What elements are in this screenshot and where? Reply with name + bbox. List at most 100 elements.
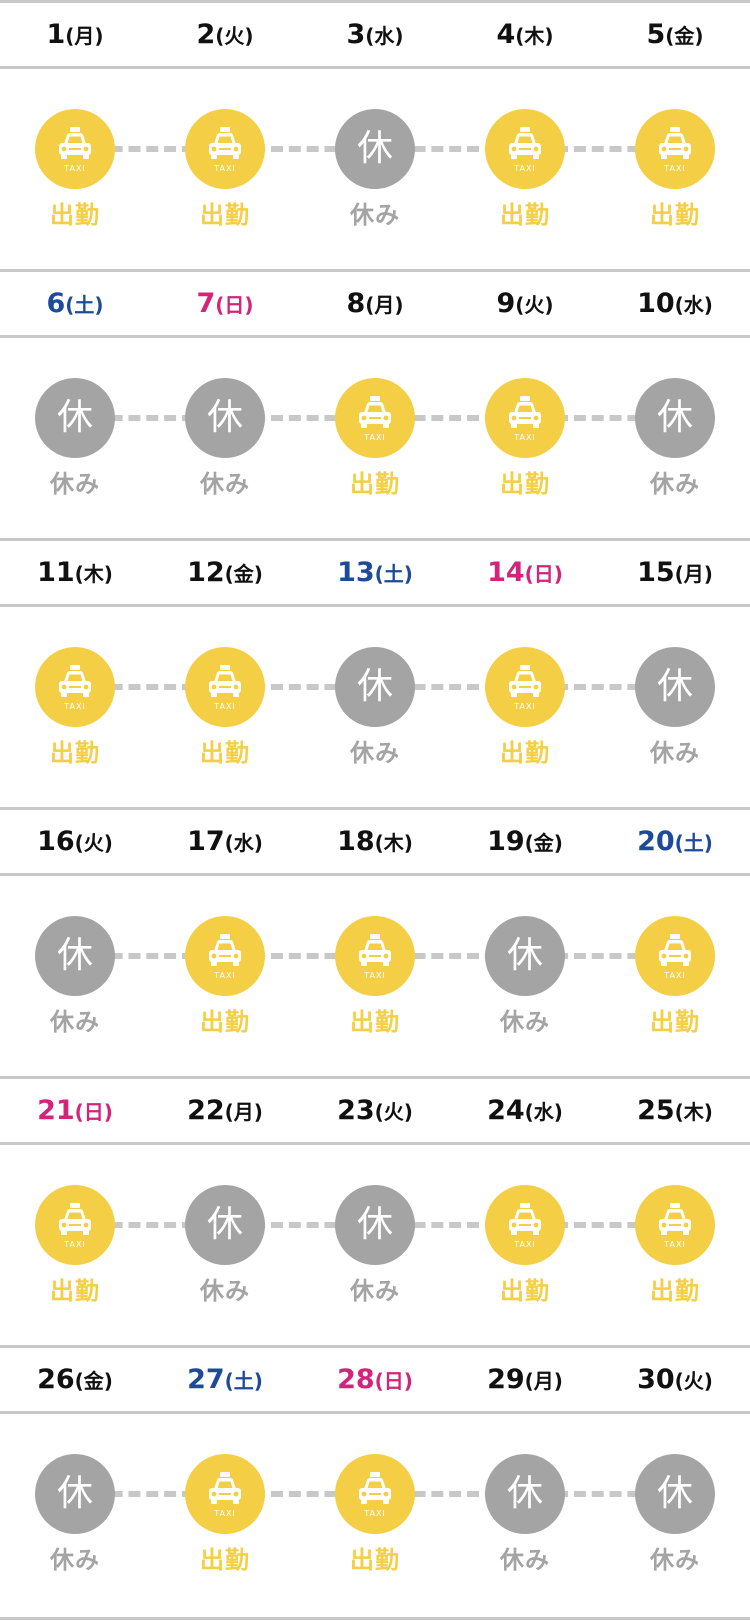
date-label: 29(月): [450, 1366, 600, 1393]
rest-kanji-icon: 休: [656, 1473, 693, 1514]
date-label: 8(月): [300, 290, 450, 317]
day-of-week: (日): [215, 293, 254, 317]
taxi-icon: TAXI: [509, 127, 541, 173]
date-number: 30: [637, 1364, 675, 1395]
day-status: TAXI 出勤: [150, 1414, 300, 1614]
date-label: 11(木): [0, 559, 150, 586]
taxi-icon: TAXI: [659, 127, 691, 173]
rest-kanji-icon: 休: [56, 1473, 93, 1514]
rest-kanji-icon: 休: [356, 128, 393, 169]
work-badge: TAXI: [35, 1185, 115, 1265]
work-badge: TAXI: [35, 647, 115, 727]
date-number: 8: [346, 288, 366, 319]
date-number: 10: [637, 288, 675, 319]
taxi-text: TAXI: [363, 971, 386, 980]
rest-kanji-icon: 休: [356, 666, 393, 707]
day-status: TAXI 出勤: [300, 876, 450, 1076]
date-number: 6: [46, 288, 66, 319]
day-status: TAXI 出勤: [0, 69, 150, 269]
day-of-week: (金): [524, 831, 563, 855]
taxi-icon: TAXI: [509, 665, 541, 711]
date-number: 26: [37, 1364, 75, 1395]
work-badge: TAXI: [185, 916, 265, 996]
date-label: 30(火): [600, 1366, 750, 1393]
taxi-text: TAXI: [363, 433, 386, 442]
status-label: 出勤: [650, 1008, 700, 1036]
day-of-week: (金): [224, 562, 263, 586]
work-badge: TAXI: [335, 1454, 415, 1534]
date-label: 1(月): [0, 21, 150, 48]
date-number: 18: [337, 826, 375, 857]
date-header-row: 11(木) 12(金) 13(土) 14(日) 15(月): [0, 541, 750, 607]
day-of-week: (土): [374, 562, 413, 586]
date-label: 16(火): [0, 828, 150, 855]
day-status: 休休み: [0, 1414, 150, 1614]
date-label: 24(水): [450, 1097, 600, 1124]
date-label: 15(月): [600, 559, 750, 586]
date-number: 12: [187, 557, 225, 588]
day-of-week: (月): [224, 1100, 263, 1124]
date-number: 7: [196, 288, 216, 319]
day-of-week: (水): [674, 293, 713, 317]
taxi-icon: TAXI: [659, 934, 691, 980]
status-row: TAXI 出勤 TAXI 出勤 休休み TAXI 出勤 休休み: [0, 607, 750, 807]
date-label: 28(日): [300, 1366, 450, 1393]
work-badge: TAXI: [635, 1185, 715, 1265]
status-label: 出勤: [50, 1277, 100, 1305]
status-label: 出勤: [200, 201, 250, 229]
rest-kanji-icon: 休: [506, 1473, 543, 1514]
date-number: 20: [637, 826, 675, 857]
day-status: 休休み: [450, 876, 600, 1076]
date-label: 13(土): [300, 559, 450, 586]
taxi-text: TAXI: [213, 702, 236, 711]
taxi-text: TAXI: [663, 1240, 686, 1249]
date-header-row: 1(月) 2(火) 3(水) 4(木) 5(金): [0, 3, 750, 69]
rest-badge: 休: [35, 916, 115, 996]
taxi-text: TAXI: [363, 1509, 386, 1518]
date-number: 11: [37, 557, 75, 588]
work-badge: TAXI: [635, 916, 715, 996]
date-number: 25: [637, 1095, 675, 1126]
work-badge: TAXI: [335, 378, 415, 458]
rest-badge: 休: [35, 1454, 115, 1534]
date-label: 4(木): [450, 21, 600, 48]
day-status: TAXI 出勤: [150, 876, 300, 1076]
rest-kanji-icon: 休: [206, 397, 243, 438]
day-of-week: (月): [524, 1369, 563, 1393]
date-number: 22: [187, 1095, 225, 1126]
date-label: 26(金): [0, 1366, 150, 1393]
status-label: 出勤: [500, 1277, 550, 1305]
day-of-week: (水): [524, 1100, 563, 1124]
day-of-week: (火): [215, 24, 254, 48]
status-label: 出勤: [50, 201, 100, 229]
date-label: 19(金): [450, 828, 600, 855]
day-status: TAXI 出勤: [450, 607, 600, 807]
day-status: 休休み: [600, 1414, 750, 1614]
date-number: 24: [487, 1095, 525, 1126]
day-of-week: (土): [65, 293, 104, 317]
status-row: 休休み休休み TAXI 出勤 TAXI 出勤休休み: [0, 338, 750, 538]
date-number: 14: [487, 557, 525, 588]
date-label: 22(月): [150, 1097, 300, 1124]
week-row: 16(火) 17(水) 18(木) 19(金) 20(土) 休休み TAXI 出勤 TAXI 出勤…: [0, 810, 750, 1079]
status-row: 休休み TAXI 出勤 TAXI 出勤 休休み TAXI 出勤: [0, 876, 750, 1076]
taxi-icon: TAXI: [209, 1472, 241, 1518]
day-of-week: (火): [374, 1100, 413, 1124]
date-label: 9(火): [450, 290, 600, 317]
status-row: TAXI 出勤休休み休休み TAXI 出勤 TAXI 出勤: [0, 1145, 750, 1345]
day-of-week: (火): [74, 831, 113, 855]
date-label: 21(日): [0, 1097, 150, 1124]
date-number: 17: [187, 826, 225, 857]
status-label: 休み: [350, 201, 400, 229]
taxi-text: TAXI: [63, 164, 86, 173]
day-status: 休休み: [450, 1414, 600, 1614]
work-badge: TAXI: [635, 109, 715, 189]
day-of-week: (木): [74, 562, 113, 586]
date-number: 5: [646, 19, 666, 50]
date-number: 1: [46, 19, 66, 50]
taxi-icon: TAXI: [59, 1203, 91, 1249]
date-number: 13: [337, 557, 375, 588]
week-row: 1(月) 2(火) 3(水) 4(木) 5(金) TAXI 出勤 TAXI 出勤休休み TAXI 出…: [0, 3, 750, 272]
taxi-text: TAXI: [513, 702, 536, 711]
day-of-week: (日): [374, 1369, 413, 1393]
